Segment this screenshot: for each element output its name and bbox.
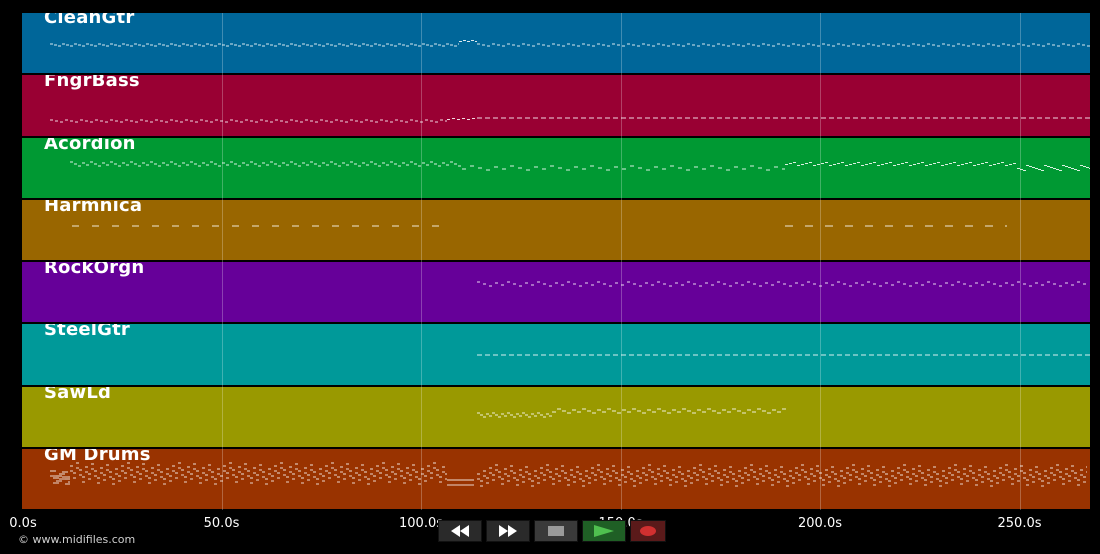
track-name: SawLd (44, 386, 112, 403)
track-name: Acordion (44, 137, 136, 154)
note-roll (477, 408, 786, 417)
record-button[interactable] (630, 520, 666, 542)
play-button[interactable] (582, 520, 626, 542)
track-lane-harmnica[interactable]: Harmnica (22, 199, 1090, 262)
note-roll (70, 161, 1090, 171)
time-tick-label: 0.0s (9, 516, 37, 531)
track-lane-steelgtr[interactable]: SteelGtr (22, 324, 1090, 387)
play-icon (594, 525, 614, 537)
note-roll (50, 462, 1087, 487)
stop-icon (548, 526, 564, 536)
time-tick-label: 100.0s (399, 516, 443, 531)
track-lane-fngrbass[interactable]: FngrBass (22, 75, 1090, 138)
track-lanes: CleanGtr FngrBass Acordion Harmnica RockOrgn… (22, 13, 1090, 511)
stop-button[interactable] (534, 520, 578, 542)
time-tick-label: 250.0s (997, 516, 1042, 531)
note-roll (477, 354, 1090, 356)
track-name: CleanGtr (44, 13, 135, 28)
track-lane-cleangtr[interactable]: CleanGtr (22, 13, 1090, 76)
track-name: GM Drums (44, 448, 151, 465)
time-tick-label: 200.0s (798, 516, 842, 531)
fast-forward-icon (499, 525, 517, 537)
record-icon (640, 526, 656, 536)
track-name: Harmnica (44, 199, 143, 216)
track-name: SteelGtr (44, 324, 131, 341)
fast-forward-button[interactable] (486, 520, 530, 542)
track-lane-sawld[interactable]: SawLd (22, 386, 1090, 449)
track-lane-acordion[interactable]: Acordion (22, 137, 1090, 200)
track-name: FngrBass (44, 75, 140, 92)
note-roll (72, 225, 1007, 227)
rewind-icon (451, 525, 469, 537)
note-roll (50, 40, 1090, 47)
track-lane-rockorgn[interactable]: RockOrgn (22, 262, 1090, 325)
copyright-text: © www.midifiles.com (18, 533, 136, 546)
track-name: RockOrgn (44, 262, 145, 278)
transport-controls (438, 520, 666, 542)
note-roll (50, 117, 1090, 123)
rewind-button[interactable] (438, 520, 482, 542)
note-roll (477, 281, 1086, 287)
track-lane-gm-drums[interactable]: GM Drums (22, 448, 1090, 511)
time-tick-label: 50.0s (203, 516, 240, 531)
